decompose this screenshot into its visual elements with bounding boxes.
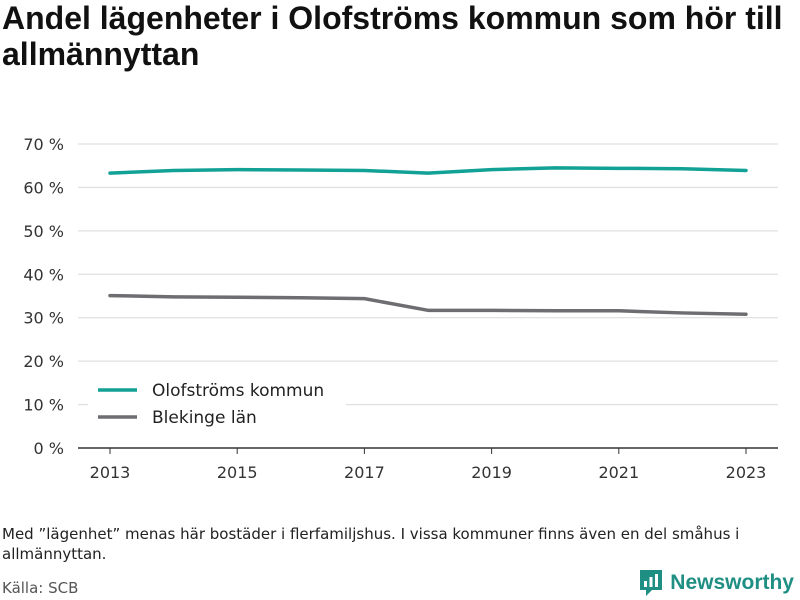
brand-name: Newsworthy bbox=[670, 571, 794, 594]
y-tick-label: 30 % bbox=[23, 309, 64, 328]
y-tick-label: 50 % bbox=[23, 222, 64, 241]
x-tick-label: 2015 bbox=[217, 463, 258, 482]
y-tick-label: 0 % bbox=[34, 439, 64, 458]
x-tick-label: 2023 bbox=[726, 463, 767, 482]
x-tick-label: 2019 bbox=[471, 463, 512, 482]
footnote: Med ”lägenhet” menas här bostäder i fler… bbox=[2, 525, 740, 563]
newsworthy-logo[interactable]: Newsworthy bbox=[638, 568, 794, 598]
series-lines bbox=[108, 166, 748, 316]
line-chart: 0 % 10 % 20 % 30 % 40 % 50 % 60 % 70 % 2013 2015… bbox=[23, 135, 778, 482]
x-tick-label: 2013 bbox=[90, 463, 131, 482]
y-tick-label: 40 % bbox=[23, 265, 64, 284]
y-tick-label: 70 % bbox=[23, 135, 64, 154]
legend-label: Olofströms kommun bbox=[152, 381, 324, 401]
x-axis-ticks: 2013 2015 2017 2019 2021 2023 bbox=[90, 448, 767, 482]
y-tick-label: 10 % bbox=[23, 396, 64, 415]
source-label: Källa: SCB bbox=[2, 579, 79, 597]
series-line-olofstrom bbox=[108, 166, 748, 175]
x-tick-label: 2021 bbox=[598, 463, 639, 482]
legend: Olofströms kommun Blekinge län bbox=[88, 372, 346, 434]
y-tick-label: 60 % bbox=[23, 178, 64, 197]
y-axis-ticks: 0 % 10 % 20 % 30 % 40 % 50 % 60 % 70 % bbox=[23, 135, 64, 458]
y-tick-label: 20 % bbox=[23, 352, 64, 371]
x-tick-label: 2017 bbox=[344, 463, 385, 482]
series-line-blekinge bbox=[108, 293, 748, 316]
legend-background bbox=[88, 372, 346, 434]
legend-label: Blekinge län bbox=[152, 408, 257, 428]
newsworthy-icon bbox=[640, 570, 663, 596]
chart-title: Andel lägenheter i Olofströms kommun som… bbox=[2, 0, 783, 72]
